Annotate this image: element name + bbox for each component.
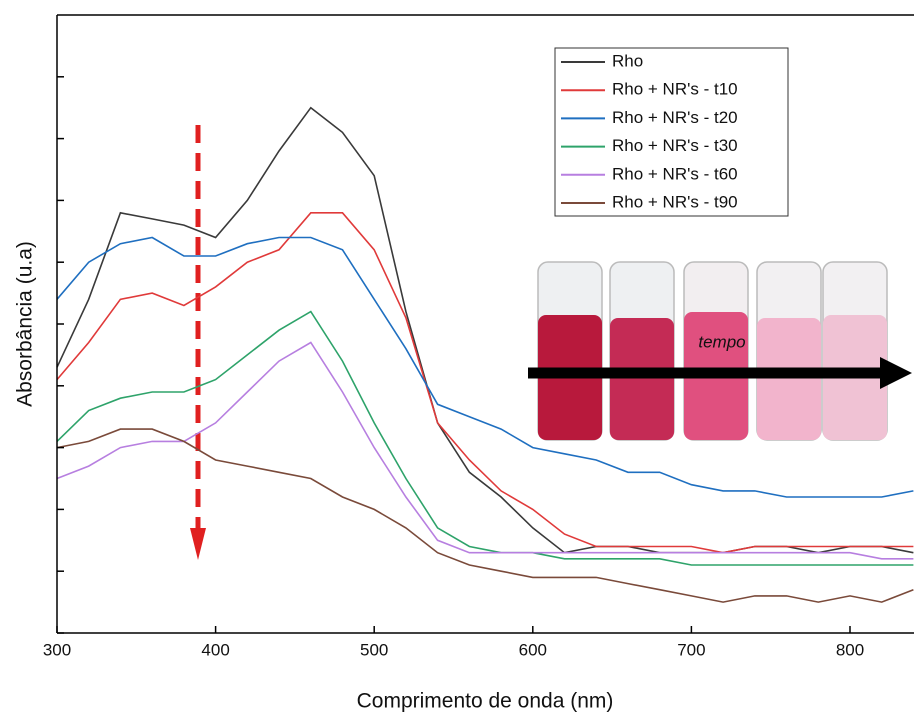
x-axis-title: Comprimento de onda (nm)	[357, 690, 614, 713]
legend-label: Rho + NR's - t30	[612, 136, 738, 155]
x-tick-label: 800	[836, 640, 864, 659]
annotation: tempo	[698, 332, 745, 351]
legend	[554, 47, 789, 217]
series-line	[56, 310, 914, 566]
legend-label: Rho	[612, 51, 643, 70]
series-line	[56, 341, 914, 560]
vials-photo	[528, 255, 912, 445]
legend-label: Rho + NR's - t10	[612, 80, 738, 99]
x-tick-label: 500	[360, 640, 388, 659]
x-tick-label: 300	[43, 640, 71, 659]
y-axis-title: Absorbância (u.a)	[14, 241, 37, 407]
legend-label: Rho + NR's - t20	[612, 108, 738, 127]
x-tick-label: 400	[201, 640, 229, 659]
series-line	[56, 236, 914, 498]
x-tick-label: 600	[519, 640, 547, 659]
series-line	[56, 428, 914, 603]
trend-arrow	[190, 125, 206, 560]
legend-label: Rho + NR's - t90	[612, 192, 738, 211]
series-line	[56, 212, 914, 554]
x-tick-label: 700	[677, 640, 705, 659]
legend-label: Rho + NR's - t60	[612, 164, 738, 183]
